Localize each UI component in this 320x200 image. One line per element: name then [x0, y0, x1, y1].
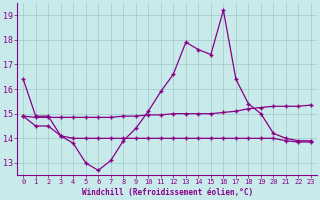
X-axis label: Windchill (Refroidissement éolien,°C): Windchill (Refroidissement éolien,°C): [82, 188, 253, 197]
